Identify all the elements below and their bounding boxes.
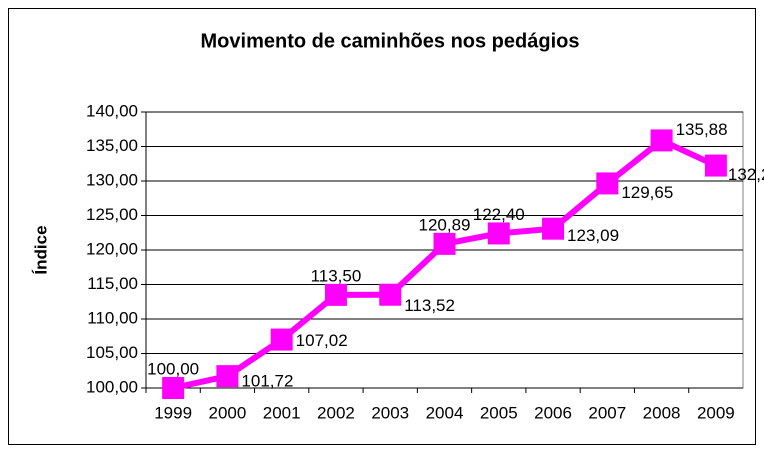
data-label: 122,40 [473,205,525,224]
data-label: 107,02 [296,331,348,350]
data-label: 101,72 [241,372,293,391]
x-tick-label: 2009 [697,403,735,422]
y-tick-label: 115,00 [87,274,138,293]
data-label: 135,88 [676,120,728,139]
x-tick-label: 2005 [480,403,518,422]
y-axis-title: Índice [31,225,50,274]
y-tick-label: 105,00 [86,343,138,362]
marker [379,283,402,306]
data-label: 113,52 [404,296,455,315]
marker [162,377,185,399]
marker [487,222,510,245]
y-tick-label: 125,00 [86,205,138,224]
y-tick-label: 120,00 [86,239,138,258]
y-tick-label: 130,00 [86,170,138,189]
data-label: 120,89 [419,215,471,234]
marker [216,365,239,388]
marker [433,232,456,255]
y-tick-label: 100,00 [86,377,138,396]
data-label: 113,50 [311,266,362,285]
data-label: 132,24 [728,165,764,184]
x-tick-label: 2002 [317,403,355,422]
data-label: 123,09 [567,226,619,245]
chart-title: Movimento de caminhões nos pedágios [201,30,580,52]
x-tick-label: 2006 [534,403,572,422]
x-tick-label: 2000 [208,403,246,422]
x-tick-label: 2004 [426,403,464,422]
marker [596,172,619,195]
x-tick-label: 2008 [643,403,681,422]
data-label: 100,00 [147,359,199,378]
y-tick-label: 110,00 [87,308,138,327]
x-tick-label: 1999 [154,403,192,422]
marker [324,283,347,306]
y-tick-label: 135,00 [86,136,138,155]
y-tick-label: 140,00 [86,101,138,120]
x-tick-label: 2007 [588,403,626,422]
marker [270,328,293,351]
x-tick-label: 2001 [263,403,301,422]
marker [704,154,727,177]
marker [650,129,673,152]
marker [542,217,565,240]
x-tick-label: 2003 [371,403,409,422]
data-label: 129,65 [621,183,673,202]
